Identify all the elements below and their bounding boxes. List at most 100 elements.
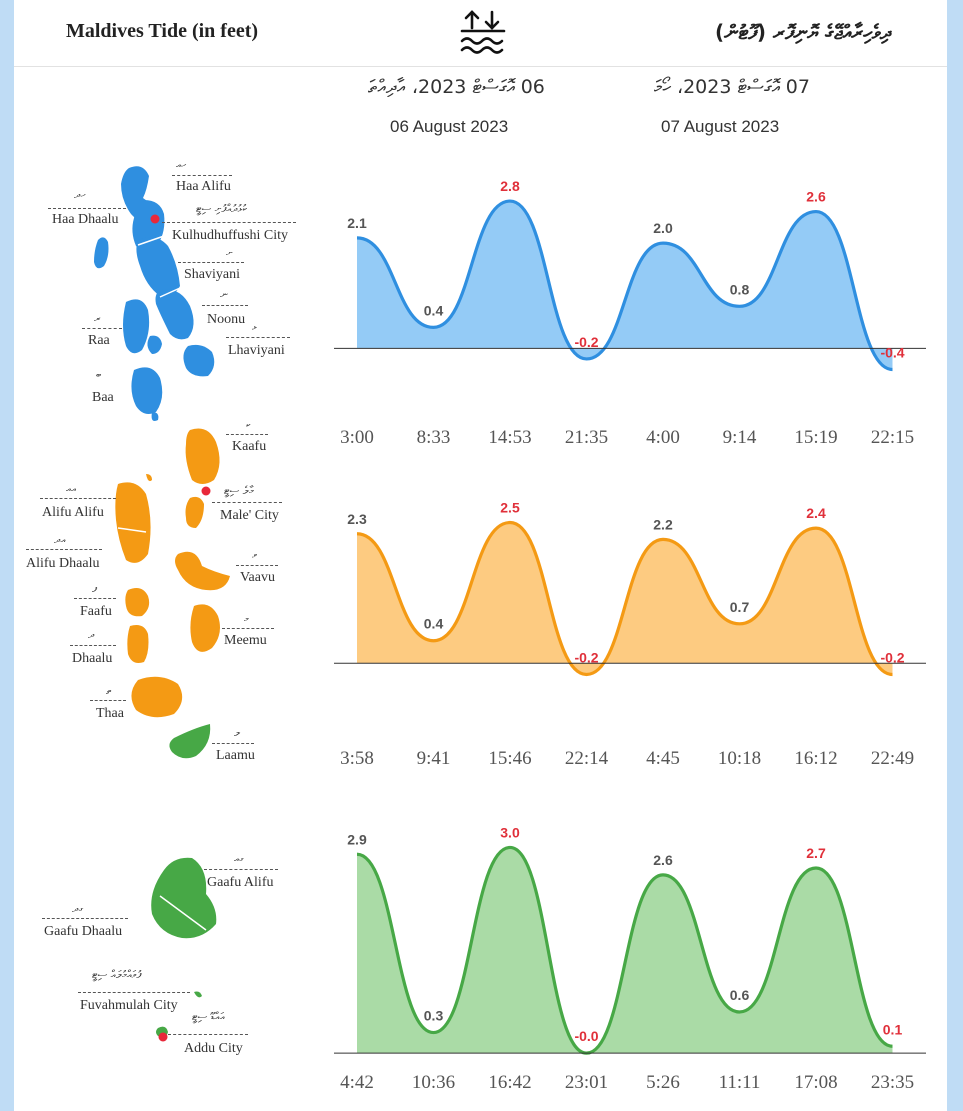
- region-vaavu: Vaavu: [240, 570, 275, 585]
- leader-line: [82, 328, 122, 329]
- leader-line: [236, 565, 278, 566]
- tide-value-label: 2.1: [347, 215, 367, 231]
- region-dv-fuvahmulah: ފުވައްމުލައް ސިޓީ: [92, 968, 142, 981]
- tide-area: [357, 847, 893, 1054]
- page-title: Maldives Tide (in feet): [66, 20, 259, 42]
- time-label: 3:00: [340, 427, 374, 448]
- region-haa-dhaalu: Haa Dhaalu: [52, 212, 119, 227]
- region-raa: Raa: [88, 333, 110, 348]
- time-label: 22:49: [870, 748, 915, 769]
- tide-value-label: 2.9: [347, 831, 367, 847]
- tide-value-label: 2.3: [347, 511, 367, 527]
- tide-chart-north: 2.1 0.4 2.8 -0.2 2.0 0.8 2.6 -0.4: [334, 178, 926, 372]
- leader-line: [226, 337, 290, 338]
- region-dv-shaviyani: ށ: [226, 246, 233, 259]
- region-alifu-alifu: Alifu Alifu: [42, 505, 104, 520]
- region-haa-alifu: Haa Alifu: [176, 179, 231, 194]
- time-label: 16:42: [488, 1072, 532, 1093]
- tide-curve: [356, 520, 893, 677]
- tide-value-label: 0.8: [730, 281, 750, 297]
- leader-line: [168, 1034, 248, 1035]
- time-label: 16:12: [794, 748, 838, 769]
- time-label: 4:42: [340, 1072, 374, 1093]
- date-1: 06 August 2023: [390, 117, 509, 136]
- central-atolls: [115, 428, 230, 718]
- maldives-map: [94, 166, 230, 1042]
- tide-value-label: 0.6: [730, 987, 750, 1003]
- kulhudhuffushi-marker: [150, 214, 160, 224]
- tide-value-label: 2.2: [653, 516, 673, 532]
- time-label: 10:18: [717, 748, 762, 769]
- region-dv-thaa: ތ: [106, 684, 112, 697]
- region-alifu-dhaalu: Alifu Dhaalu: [26, 556, 100, 571]
- region-dv-haa-dhaalu: ހދ: [74, 188, 86, 201]
- tide-value-label: 0.4: [424, 616, 444, 632]
- tide-curve: [356, 845, 893, 1055]
- time-label: 5:26: [646, 1072, 680, 1093]
- tide-value-label: 2.5: [500, 500, 520, 516]
- region-dv-alifu-dhaalu: އދ: [54, 533, 66, 546]
- region-faafu: Faafu: [80, 604, 112, 619]
- tide-value-label: 2.7: [806, 845, 826, 861]
- region-fuvahmulah-city: Fuvahmulah City: [80, 998, 178, 1013]
- leader-line: [178, 262, 244, 263]
- region-dv-male-city: މާލެ ސިޓީ: [224, 484, 254, 497]
- time-label: 17:08: [794, 1072, 838, 1093]
- leader-line: [202, 305, 248, 306]
- page-title-dhivehi: ދިވެހިރާއްޖޭގެ ޔޮނިފޮރ (ފޫޓުން): [715, 20, 891, 44]
- leader-line: [162, 222, 296, 223]
- tide-value-label: -0.2: [574, 649, 598, 665]
- tide-value-label: 3.0: [500, 824, 520, 840]
- time-label: 10:36: [411, 1072, 456, 1093]
- tide-chart-central: 2.3 0.4 2.5 -0.2 2.2 0.7 2.4 -0.2: [334, 500, 926, 677]
- tide-value-label: -0.0: [574, 1028, 598, 1044]
- leader-line: [212, 502, 282, 503]
- region-lhaviyani: Lhaviyani: [228, 343, 285, 358]
- leader-line: [70, 645, 116, 646]
- date-1-dhivehi: 06 އޮގަސްޓް 2023، އާދިއްތަ: [368, 76, 545, 98]
- south-atolls: [151, 857, 217, 1038]
- region-male-city: Male' City: [220, 508, 279, 523]
- leader-line: [204, 869, 278, 870]
- date-2: 07 August 2023: [661, 117, 780, 136]
- male-city-marker: [201, 486, 211, 496]
- region-dv-dhaalu: ދ: [88, 628, 95, 641]
- region-dv-raa: ރ: [94, 312, 101, 325]
- tide-value-label: 2.0: [653, 220, 673, 236]
- laamu-atoll: [169, 724, 211, 759]
- region-dhaalu: Dhaalu: [72, 651, 113, 666]
- region-baa: Baa: [92, 390, 114, 405]
- region-gaafu-alifu: Gaafu Alifu: [207, 875, 274, 890]
- time-label: 3:58: [340, 748, 374, 769]
- region-dv-gaafu-dhaalu: ގދ: [72, 902, 84, 915]
- tide-value-label: 0.1: [883, 1021, 903, 1037]
- leader-line: [26, 549, 102, 550]
- tide-value-label: 0.7: [730, 599, 750, 615]
- leader-line: [74, 598, 116, 599]
- region-dv-gaafu-alifu: ގއ: [234, 852, 245, 865]
- region-kaafu: Kaafu: [232, 439, 267, 454]
- time-label: 8:33: [416, 427, 451, 448]
- tide-value-label: -0.2: [574, 334, 598, 350]
- time-label: 4:45: [646, 748, 680, 769]
- region-gaafu-dhaalu: Gaafu Dhaalu: [44, 924, 123, 939]
- time-label: 14:53: [488, 427, 532, 448]
- region-dv-meemu: މ: [244, 612, 249, 625]
- region-laamu: Laamu: [216, 748, 255, 763]
- region-addu-city: Addu City: [184, 1041, 243, 1056]
- leader-line: [90, 700, 126, 701]
- leader-line: [212, 743, 254, 744]
- time-label: 21:35: [564, 427, 609, 448]
- region-dv-haa-alifu: ހއ: [176, 158, 187, 171]
- leader-line: [172, 175, 232, 176]
- time-label: 9:41: [416, 748, 451, 769]
- region-thaa: Thaa: [96, 706, 124, 721]
- time-label: 15:19: [794, 427, 838, 448]
- tide-value-label: 2.6: [806, 189, 826, 205]
- region-dv-alifu-alifu: އއ: [66, 482, 77, 495]
- time-label: 23:01: [564, 1072, 609, 1093]
- tide-value-label: 2.4: [806, 505, 826, 521]
- addu-city-marker: [158, 1032, 168, 1042]
- tide-area: [357, 522, 893, 675]
- header-bar: Maldives Tide (in feet) ދިވެހިރާއްޖޭގެ ޔ…: [14, 0, 947, 67]
